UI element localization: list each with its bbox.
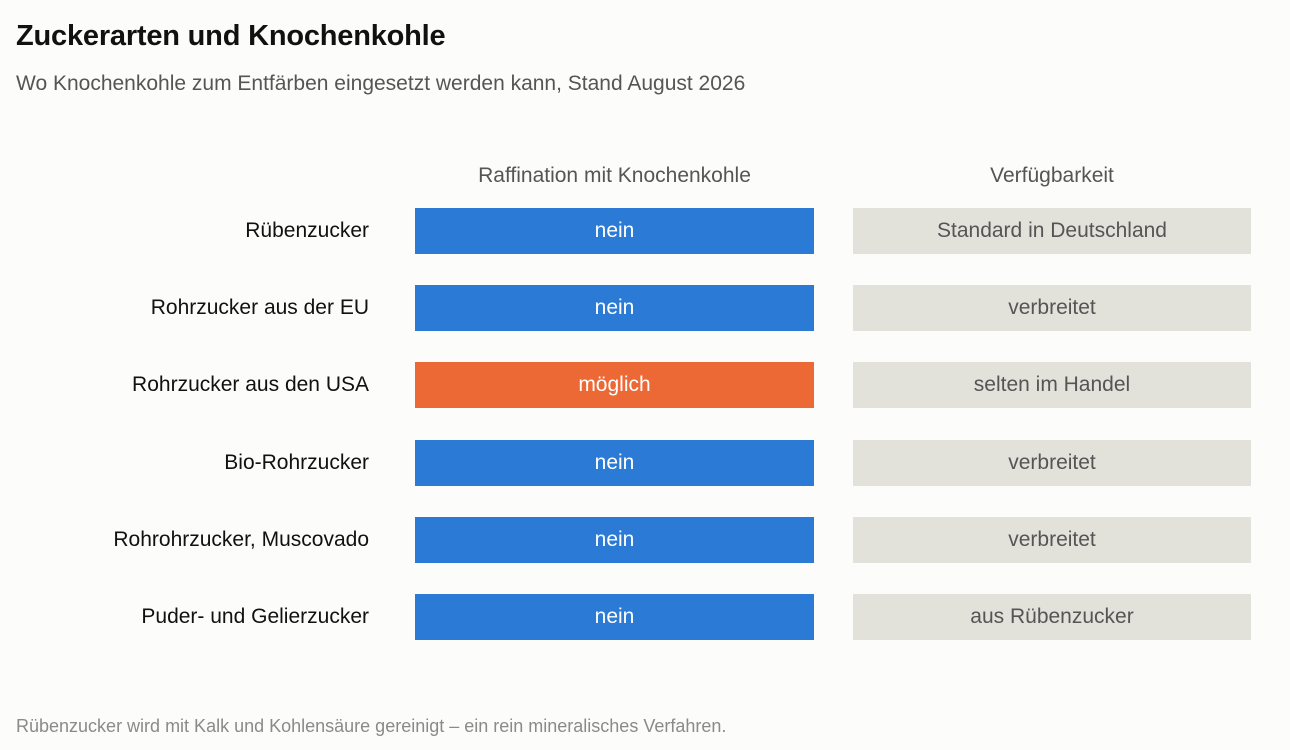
- row-label: Bio-Rohrzucker: [224, 451, 369, 474]
- row-label: Rohrzucker aus der EU: [150, 296, 369, 319]
- availability-cell: Standard in Deutschland: [853, 208, 1251, 254]
- row-label: Rübenzucker: [245, 219, 369, 242]
- raffination-cell: nein: [415, 517, 814, 563]
- chart-title: Zuckerarten und Knochenkohle: [16, 20, 446, 52]
- raffination-cell: möglich: [415, 362, 814, 408]
- raffination-cell: nein: [415, 208, 814, 254]
- availability-cell: verbreitet: [853, 285, 1251, 331]
- availability-cell: selten im Handel: [853, 362, 1251, 408]
- column-header-verfuegbarkeit: Verfügbarkeit: [990, 164, 1114, 187]
- row-label: Puder- und Gelierzucker: [141, 605, 369, 628]
- availability-cell: verbreitet: [853, 517, 1251, 563]
- raffination-cell: nein: [415, 440, 814, 486]
- footnote: Rübenzucker wird mit Kalk und Kohlensäur…: [16, 716, 727, 736]
- column-header-raffination: Raffination mit Knochenkohle: [478, 164, 751, 187]
- raffination-cell: nein: [415, 285, 814, 331]
- availability-cell: verbreitet: [853, 440, 1251, 486]
- raffination-cell: nein: [415, 594, 814, 640]
- row-label: Rohrohrzucker, Muscovado: [113, 528, 369, 551]
- availability-cell: aus Rübenzucker: [853, 594, 1251, 640]
- chart-subtitle: Wo Knochenkohle zum Entfärben eingesetzt…: [16, 72, 746, 95]
- row-label: Rohrzucker aus den USA: [132, 373, 369, 396]
